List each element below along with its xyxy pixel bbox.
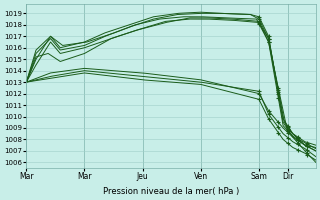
X-axis label: Pression niveau de la mer( hPa ): Pression niveau de la mer( hPa ) (103, 187, 239, 196)
